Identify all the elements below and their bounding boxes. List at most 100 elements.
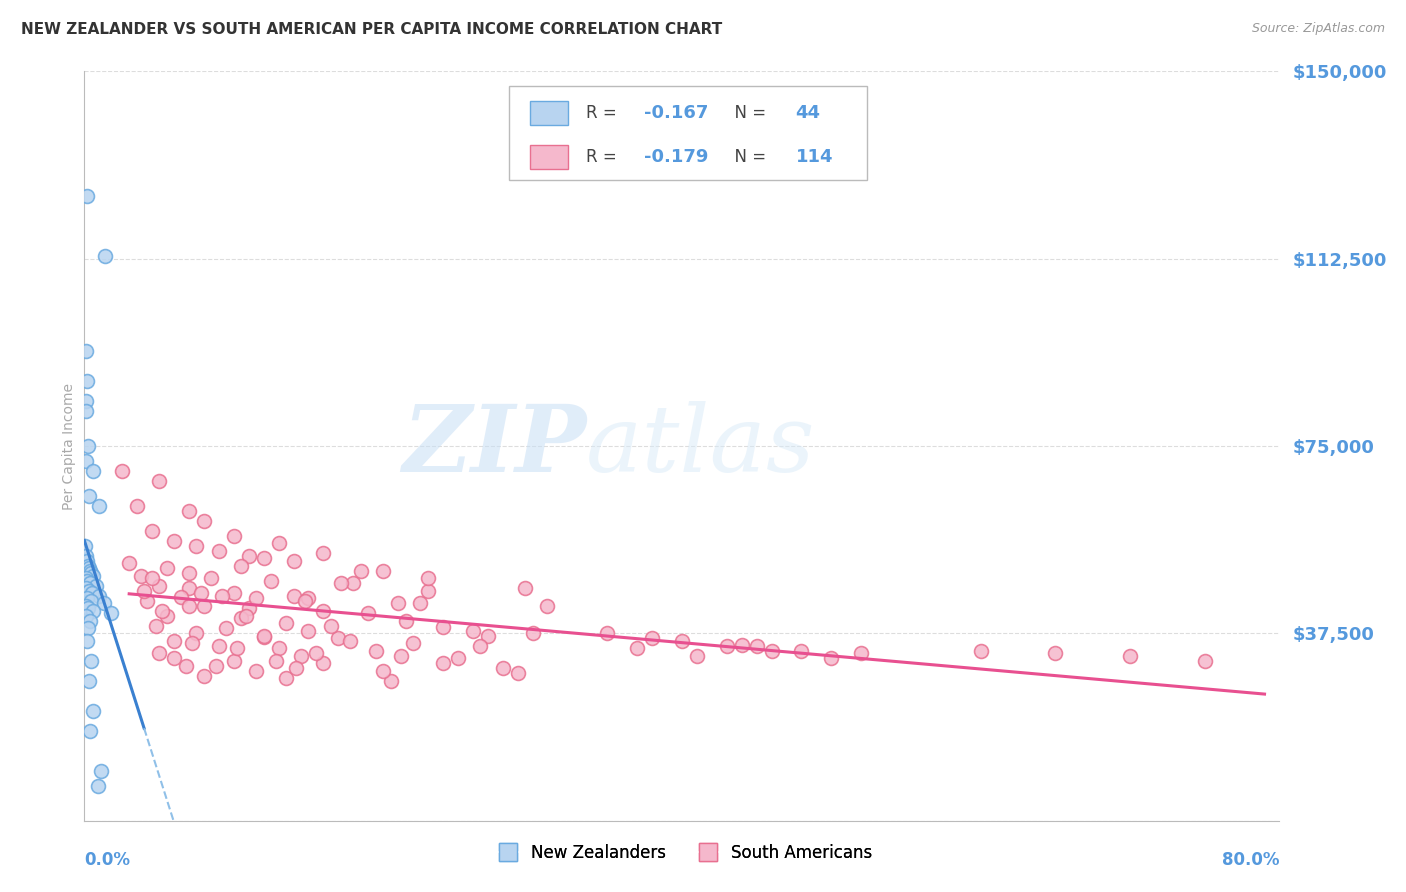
Point [513, 582, 536, 596]
Point [82, 704, 104, 718]
Point [222, 586, 245, 600]
Point [76, 591, 98, 606]
Point [274, 616, 297, 631]
Point [851, 646, 873, 660]
Point [215, 621, 238, 635]
Point [76, 633, 98, 648]
Point [77, 621, 100, 635]
Point [319, 619, 342, 633]
Point [380, 673, 402, 688]
Point [75, 539, 97, 553]
Point [245, 591, 267, 606]
Point [716, 639, 738, 653]
Point [409, 596, 432, 610]
Point [641, 632, 664, 646]
Text: -0.167: -0.167 [644, 103, 709, 121]
Point [141, 571, 163, 585]
Text: N =: N = [724, 147, 770, 166]
Point [283, 589, 305, 603]
Text: N =: N = [724, 103, 770, 121]
Point [470, 639, 492, 653]
Point [671, 633, 693, 648]
FancyBboxPatch shape [509, 87, 868, 180]
Point [416, 583, 439, 598]
Point [294, 594, 316, 608]
Point [225, 641, 247, 656]
FancyBboxPatch shape [530, 101, 568, 125]
Point [267, 536, 290, 550]
Point [731, 638, 754, 652]
Point [75, 394, 97, 409]
Point [94, 249, 117, 263]
Point [231, 558, 253, 573]
Point [77, 489, 100, 503]
Text: NEW ZEALANDER VS SOUTH AMERICAN PER CAPITA INCOME CORRELATION CHART: NEW ZEALANDER VS SOUTH AMERICAN PER CAPI… [21, 22, 723, 37]
Point [222, 654, 245, 668]
Point [150, 604, 173, 618]
Point [145, 619, 167, 633]
Point [177, 504, 200, 518]
Point [297, 591, 319, 606]
Point [77, 561, 100, 575]
Point [745, 639, 768, 653]
Point [77, 558, 100, 573]
Point [686, 648, 709, 663]
Text: 0.0%: 0.0% [84, 851, 131, 869]
Point [283, 554, 305, 568]
Point [364, 644, 387, 658]
Point [373, 564, 395, 578]
Point [148, 646, 170, 660]
Point [82, 464, 104, 478]
Point [111, 464, 134, 478]
Point [432, 620, 454, 634]
Point [211, 589, 233, 603]
Point [90, 764, 112, 778]
Point [238, 549, 260, 563]
Point [77, 673, 100, 688]
Point [342, 576, 364, 591]
Point [186, 539, 208, 553]
Point [190, 586, 212, 600]
Point [186, 626, 208, 640]
Text: -0.179: -0.179 [644, 147, 709, 166]
Point [245, 664, 267, 678]
Text: 80.0%: 80.0% [1222, 851, 1279, 869]
Point [350, 564, 373, 578]
Point [461, 624, 484, 638]
Text: Source: ZipAtlas.com: Source: ZipAtlas.com [1251, 22, 1385, 36]
Point [76, 574, 98, 588]
Point [274, 671, 297, 685]
FancyBboxPatch shape [530, 145, 568, 169]
Point [492, 661, 515, 675]
Point [148, 474, 170, 488]
Point [1045, 646, 1067, 660]
Point [177, 599, 200, 613]
Text: R =: R = [586, 147, 623, 166]
Point [100, 607, 122, 621]
Point [626, 641, 648, 656]
Point [163, 533, 186, 548]
Point [89, 499, 111, 513]
Point [77, 583, 100, 598]
Point [76, 374, 98, 388]
Point [970, 644, 993, 658]
Text: 114: 114 [796, 147, 832, 166]
Point [389, 648, 412, 663]
Point [79, 614, 101, 628]
Text: R =: R = [586, 103, 623, 121]
Point [330, 576, 353, 591]
Point [416, 571, 439, 585]
Point [290, 648, 312, 663]
Point [208, 544, 231, 558]
Point [193, 514, 215, 528]
Point [148, 579, 170, 593]
Point [235, 608, 257, 623]
Point [477, 629, 499, 643]
Point [89, 589, 111, 603]
Text: ZIP: ZIP [402, 401, 586, 491]
Point [596, 626, 619, 640]
Point [264, 654, 287, 668]
Point [253, 629, 276, 643]
Point [357, 607, 380, 621]
Point [75, 582, 97, 596]
